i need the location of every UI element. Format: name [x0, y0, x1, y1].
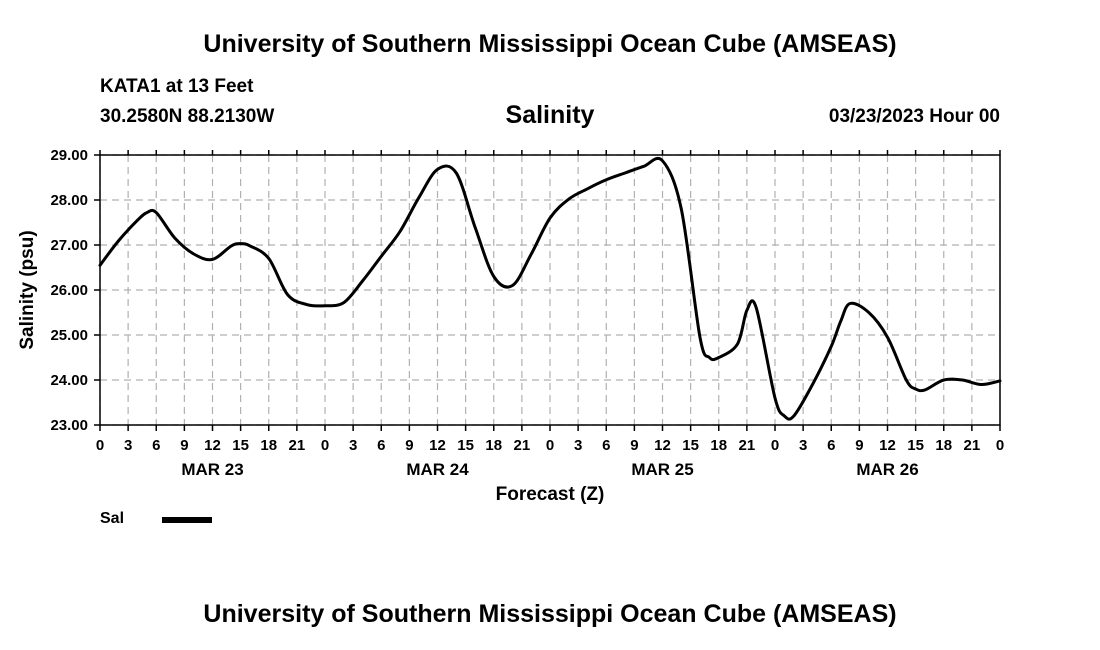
forecast-date-hour: 03/23/2023 Hour 00: [828, 106, 1000, 127]
x-tick-label: 21: [514, 437, 531, 454]
x-axis-label: Forecast (Z): [496, 484, 605, 505]
y-tick-label: 23.00: [50, 417, 88, 434]
x-tick-label: 9: [180, 437, 188, 454]
day-label: MAR 24: [406, 460, 469, 479]
x-tick-label: 21: [289, 437, 306, 454]
x-tick-label: 12: [204, 437, 221, 454]
x-tick-label: 18: [935, 437, 952, 454]
x-tick-label: 12: [879, 437, 896, 454]
x-tick-label: 6: [377, 437, 385, 454]
y-tick-label: 25.00: [50, 327, 88, 344]
x-tick-label: 21: [964, 437, 981, 454]
plot-frame: [99, 154, 1001, 426]
x-axis-day-labels: MAR 23 MAR 24 MAR 25 MAR 26: [181, 460, 918, 479]
x-tick-label: 6: [602, 437, 610, 454]
x-tick-label: 6: [152, 437, 160, 454]
x-tick-label: 12: [654, 437, 671, 454]
legend-line-swatch: [162, 517, 212, 523]
y-tick-label: 26.00: [50, 282, 88, 299]
x-tick-label: 9: [405, 437, 413, 454]
x-tick-label: 3: [124, 437, 132, 454]
x-tick-label: 12: [429, 437, 446, 454]
chart-title: Salinity: [505, 101, 595, 129]
x-tick-label: 21: [739, 437, 756, 454]
day-label: MAR 26: [856, 460, 918, 479]
grid-lines: [99, 154, 1001, 426]
x-tick-label: 3: [349, 437, 357, 454]
x-tick-label: 3: [574, 437, 582, 454]
x-tick-label: 18: [260, 437, 277, 454]
bottom-title: University of Southern Mississippi Ocean…: [203, 600, 897, 628]
y-tick-label: 24.00: [50, 372, 88, 389]
y-axis-ticks: 23.00 24.00 25.00 26.00 27.00 28.00 29.00: [50, 147, 100, 434]
x-tick-label: 15: [457, 437, 474, 454]
day-label: MAR 25: [631, 460, 693, 479]
station-coordinates: 30.2580N 88.2130W: [100, 106, 275, 127]
x-tick-label: 18: [485, 437, 502, 454]
x-tick-label: 9: [630, 437, 638, 454]
x-tick-label: 0: [546, 437, 554, 454]
x-tick-label: 0: [96, 437, 104, 454]
x-tick-label: 15: [232, 437, 249, 454]
x-tick-label: 0: [996, 437, 1004, 454]
x-tick-label: 6: [827, 437, 835, 454]
x-tick-label: 9: [855, 437, 863, 454]
y-tick-label: 28.00: [50, 192, 88, 209]
top-title: University of Southern Mississippi Ocean…: [203, 30, 897, 58]
station-name: KATA1 at 13 Feet: [100, 76, 254, 97]
x-axis-ticks: 0 3 6 9 12 15 18 21 0 3 6 9 12 15 18 21 0 3 6 9 12 15 18 21 0 3 6 9…: [96, 150, 1004, 454]
x-tick-label: 0: [321, 437, 329, 454]
y-axis-label: Salinity (psu): [17, 230, 38, 349]
day-label: MAR 23: [181, 460, 243, 479]
y-tick-label: 29.00: [50, 147, 88, 164]
x-tick-label: 15: [907, 437, 924, 454]
x-tick-label: 3: [799, 437, 807, 454]
legend-label: Sal: [100, 510, 125, 527]
x-tick-label: 15: [682, 437, 699, 454]
y-tick-label: 27.00: [50, 237, 88, 254]
x-tick-label: 0: [771, 437, 779, 454]
x-tick-label: 18: [710, 437, 727, 454]
salinity-series-line: [98, 156, 1002, 421]
